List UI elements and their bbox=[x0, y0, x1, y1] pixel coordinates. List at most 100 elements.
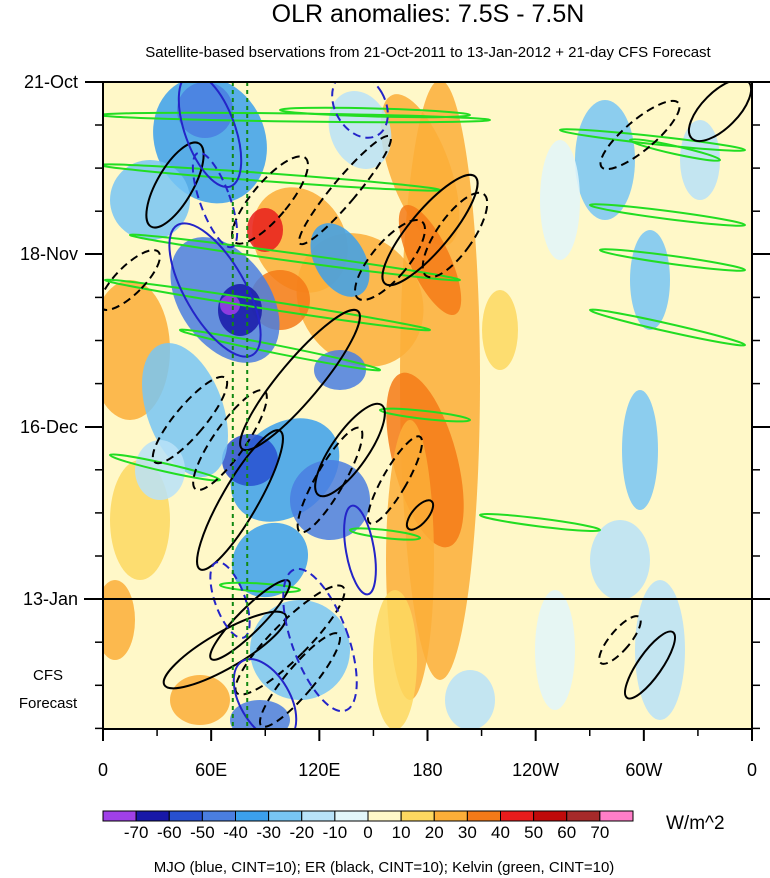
colorbar-label: -10 bbox=[323, 823, 348, 842]
anomaly-blob bbox=[575, 100, 635, 220]
kelvin-contour bbox=[103, 163, 442, 192]
x-tick-label: 60W bbox=[625, 760, 662, 780]
er-contour bbox=[258, 632, 342, 728]
kelvin-contour bbox=[628, 138, 722, 162]
kelvin-contour bbox=[378, 407, 472, 423]
kelvin-contour bbox=[108, 453, 222, 482]
y-tick-label: 16-Dec bbox=[20, 417, 78, 437]
colorbar-swatch bbox=[235, 810, 270, 822]
mjo-contour bbox=[331, 82, 389, 139]
er-contour bbox=[196, 429, 284, 571]
colorbar-swatch bbox=[135, 810, 170, 822]
forecast-label-line1: CFS bbox=[33, 667, 63, 684]
colorbar-label: 10 bbox=[392, 823, 411, 842]
chart-title: OLR anomalies: 7.5S - 7.5N bbox=[272, 0, 585, 28]
anomaly-blob bbox=[250, 600, 350, 700]
x-tick-label: 180 bbox=[412, 760, 442, 780]
er-contour bbox=[381, 173, 479, 287]
y-tick-label: 21-Oct bbox=[24, 72, 78, 92]
colorbar-swatch bbox=[533, 810, 568, 822]
er-contour bbox=[366, 435, 424, 525]
x-tick-label: 0 bbox=[98, 760, 108, 780]
colorbar-label: -60 bbox=[157, 823, 182, 842]
colorbar-units: W/m^2 bbox=[666, 813, 725, 834]
forecast-label-line2: Forecast bbox=[19, 695, 78, 712]
anomaly-blob bbox=[535, 590, 575, 710]
er-contour bbox=[151, 375, 229, 465]
plot-area bbox=[103, 82, 752, 729]
anomaly-blob bbox=[314, 350, 366, 390]
anomaly-blob bbox=[230, 700, 290, 729]
colorbar-label: 30 bbox=[458, 823, 477, 842]
anomaly-blob bbox=[540, 140, 580, 260]
colorbar-swatch bbox=[168, 810, 203, 822]
anomaly-blob bbox=[177, 82, 233, 138]
anomaly-blob bbox=[231, 522, 309, 598]
kelvin-contour bbox=[478, 513, 602, 532]
kelvin-contour bbox=[178, 328, 382, 372]
er-contour bbox=[162, 610, 288, 690]
kelvin-contour bbox=[588, 203, 747, 227]
er-contour bbox=[314, 402, 386, 498]
er-contour bbox=[209, 579, 291, 661]
anomaly-blob bbox=[103, 580, 135, 660]
kelvin-contour bbox=[128, 233, 462, 282]
kelvin-contour bbox=[348, 527, 422, 541]
colorbar-label: 70 bbox=[590, 823, 609, 842]
chart-subtitle: Satellite-based bservations from 21-Oct-… bbox=[145, 44, 711, 61]
colorbar-swatch bbox=[268, 810, 303, 822]
er-contour bbox=[405, 499, 435, 531]
contour-legend-footer: MJO (blue, CINT=10); ER (black, CINT=10)… bbox=[154, 859, 615, 876]
er-contour bbox=[145, 141, 205, 229]
y-tick-label: 13-Jan bbox=[23, 589, 78, 609]
mjo-contour bbox=[282, 567, 358, 713]
colorbar: -70 -60 -50 -40 -30 -20 -10 0 10 20 30 40 50 60 70 bbox=[102, 810, 634, 842]
colorbar-swatch bbox=[102, 810, 137, 822]
er-contour bbox=[234, 584, 346, 696]
colorbar-label: 60 bbox=[557, 823, 576, 842]
colorbar-label: -30 bbox=[256, 823, 281, 842]
anomaly-blob bbox=[290, 460, 370, 540]
colorbar-swatch bbox=[500, 810, 535, 822]
y-axis: 21-Oct 18-Nov 16-Dec 13-Jan bbox=[20, 72, 770, 730]
er-contour bbox=[687, 82, 752, 143]
er-contours bbox=[103, 82, 752, 728]
kelvin-contour bbox=[588, 308, 747, 347]
colorbar-label: -50 bbox=[190, 823, 215, 842]
er-contour bbox=[624, 630, 676, 700]
anomaly-blob bbox=[482, 290, 518, 370]
er-contour bbox=[296, 426, 364, 534]
er-contour bbox=[599, 99, 681, 171]
x-tick-label: 0 bbox=[747, 760, 757, 780]
er-contour bbox=[192, 389, 268, 491]
kelvin-contour bbox=[278, 106, 472, 119]
colorbar-swatch bbox=[367, 810, 402, 822]
colorbar-label: 0 bbox=[363, 823, 372, 842]
mjo-contour bbox=[191, 151, 239, 249]
mjo-contour bbox=[232, 658, 298, 729]
y-tick-label: 18-Nov bbox=[20, 244, 78, 264]
er-contour bbox=[421, 191, 489, 279]
anomaly-blob bbox=[220, 295, 240, 315]
mjo-contour bbox=[177, 82, 243, 189]
anomaly-blob bbox=[328, 91, 392, 169]
anomaly-blob bbox=[380, 94, 460, 246]
anomaly-blob bbox=[532, 120, 588, 720]
anomaly-blob bbox=[622, 390, 658, 510]
mjo-contour bbox=[343, 504, 377, 596]
colorbar-swatch bbox=[334, 810, 369, 822]
mjo-contour bbox=[209, 561, 251, 639]
anomaly-blob bbox=[445, 670, 495, 729]
colorbar-swatch bbox=[433, 810, 468, 822]
er-contour bbox=[103, 249, 161, 311]
reference-longitude-lines bbox=[231, 82, 249, 729]
mjo-contours bbox=[168, 82, 389, 729]
anomaly-blob bbox=[590, 520, 650, 600]
colorbar-label: -20 bbox=[289, 823, 314, 842]
kelvin-contour bbox=[598, 248, 747, 272]
colorbar-swatch bbox=[400, 810, 435, 822]
colorbar-label: -70 bbox=[124, 823, 149, 842]
colorbar-label: 20 bbox=[425, 823, 444, 842]
kelvin-contour bbox=[218, 581, 302, 594]
